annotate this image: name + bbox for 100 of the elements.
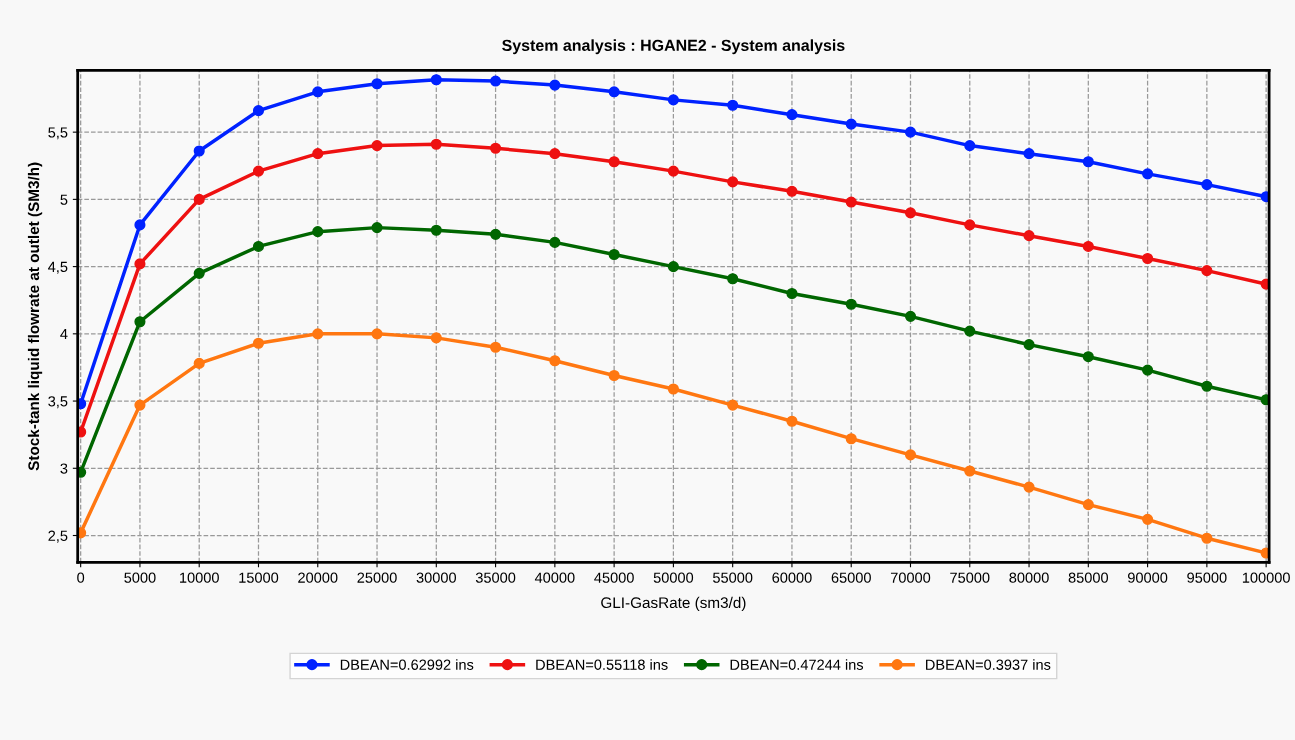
point <box>1023 481 1035 493</box>
point <box>608 248 620 261</box>
point <box>1023 339 1035 351</box>
point <box>430 74 442 86</box>
point <box>1142 252 1154 265</box>
point <box>549 79 561 91</box>
point <box>1201 532 1213 544</box>
point <box>1142 513 1154 525</box>
y-tick-label: 4 <box>60 329 68 340</box>
point <box>1201 380 1213 392</box>
point <box>549 355 561 367</box>
point <box>964 465 976 477</box>
point <box>1201 265 1213 277</box>
point <box>134 219 146 231</box>
point <box>1082 351 1094 363</box>
point <box>1142 168 1154 180</box>
x-tick-label: 100000 <box>1242 572 1290 583</box>
point <box>490 228 502 240</box>
x-tick-label: 30000 <box>416 572 457 583</box>
point <box>490 75 502 87</box>
point <box>371 222 383 234</box>
point <box>1142 364 1154 376</box>
x-tick-label: 20000 <box>298 572 338 583</box>
point <box>193 193 205 205</box>
x-tick-label: 40000 <box>534 572 575 583</box>
legend-label: DBEAN=0.55118 ins <box>536 659 668 670</box>
y-tick-label: 5,5 <box>48 127 68 140</box>
x-tick-label: 70000 <box>890 572 931 583</box>
point <box>371 78 383 90</box>
point <box>608 86 620 98</box>
legend-label: DBEAN=0.47244 ins <box>730 659 864 670</box>
point <box>1082 499 1094 511</box>
legend-label: DBEAN=0.62992 ins <box>340 659 474 670</box>
x-tick-label: 0 <box>77 572 85 583</box>
point <box>786 415 798 427</box>
point <box>904 310 917 322</box>
point <box>727 399 739 411</box>
x-tick-label: 60000 <box>772 572 812 583</box>
point <box>134 258 146 270</box>
point <box>845 433 857 445</box>
point <box>1023 230 1035 242</box>
point <box>371 328 383 340</box>
x-axis-title: GLI-GasRate (sm3/d) <box>601 596 746 612</box>
legend-label: DBEAN=0.3937 ins <box>926 659 1051 670</box>
x-tick-label: 15000 <box>239 572 279 583</box>
point <box>727 273 739 285</box>
y-tick-label: 5 <box>60 194 68 205</box>
point <box>252 240 265 252</box>
point <box>430 224 442 236</box>
point <box>1023 148 1035 160</box>
point <box>430 138 442 150</box>
point <box>193 145 205 157</box>
x-tick-label: 45000 <box>594 572 634 583</box>
point <box>312 226 324 238</box>
point <box>193 267 205 279</box>
point <box>727 176 739 188</box>
point <box>786 109 798 121</box>
point <box>1201 179 1213 191</box>
point <box>490 142 502 154</box>
y-tick-label: 3,5 <box>48 396 68 409</box>
point <box>667 261 679 273</box>
x-tick-label: 65000 <box>831 572 871 583</box>
point <box>252 337 265 349</box>
point <box>964 325 976 337</box>
x-tick-label: 50000 <box>653 572 694 583</box>
point <box>430 332 442 344</box>
point <box>786 185 798 197</box>
point <box>845 196 857 208</box>
point <box>786 287 798 300</box>
x-tick-label: 25000 <box>357 572 397 583</box>
chart-title: System analysis : HGANE2 - System analysis <box>502 39 845 55</box>
point <box>608 369 620 382</box>
x-tick-label: 5000 <box>124 572 156 583</box>
x-tick-label: 80000 <box>1009 572 1049 583</box>
point <box>312 86 324 98</box>
point <box>667 165 679 177</box>
x-tick-label: 85000 <box>1068 572 1109 583</box>
point <box>904 207 917 219</box>
x-tick-label: 75000 <box>950 572 990 583</box>
point <box>549 236 561 248</box>
point <box>904 126 917 138</box>
point <box>964 219 976 231</box>
point <box>667 383 679 395</box>
point <box>845 298 857 310</box>
point <box>371 140 383 152</box>
y-tick-label: 4,5 <box>48 261 68 274</box>
point <box>964 140 976 152</box>
point <box>134 399 146 411</box>
point <box>727 99 739 111</box>
point <box>252 105 265 117</box>
point <box>904 449 917 461</box>
point <box>845 118 857 130</box>
y-tick-label: 2,5 <box>48 530 68 543</box>
point <box>1082 156 1094 168</box>
x-tick-label: 95000 <box>1187 572 1227 583</box>
x-tick-label: 90000 <box>1128 572 1168 583</box>
point <box>490 341 502 353</box>
point <box>312 148 324 160</box>
y-axis-title: Stock-tank liquid flowrate at outlet (SM3/h) <box>27 162 43 471</box>
point <box>193 357 205 369</box>
